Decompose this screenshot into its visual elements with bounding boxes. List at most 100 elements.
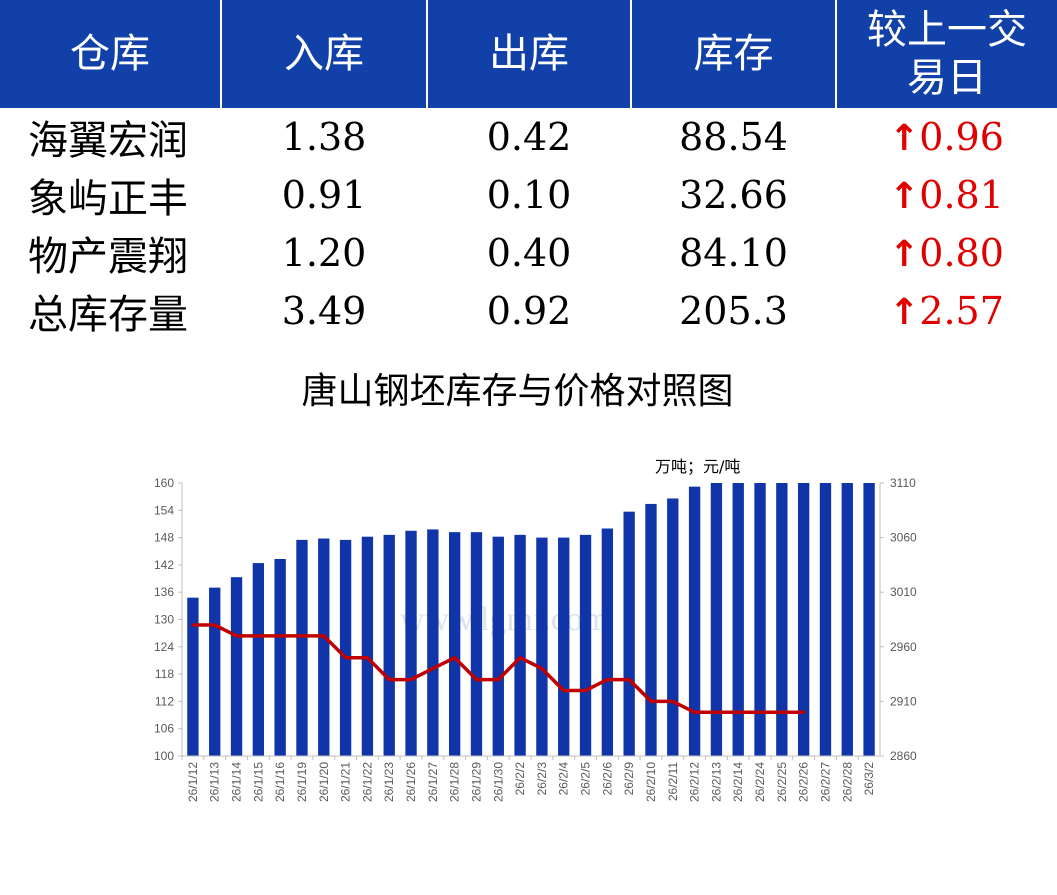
inbound-value: 0.91 [281,173,367,217]
x-tick-label: 26/2/27 [818,762,832,802]
change-cell: ↑0.81 [836,166,1057,224]
bar [863,483,875,756]
price-point [758,710,762,714]
left-tick-label: 160 [154,476,174,490]
price-point [693,710,697,714]
inbound-value: 3.49 [281,289,367,333]
x-tick-label: 26/1/13 [208,762,222,802]
bar [209,587,221,756]
up-arrow-icon: ↑ [889,234,920,275]
price-point [802,710,806,714]
change-cell: ↑0.96 [836,108,1057,166]
table-row: 物产震翔 1.20 0.40 84.10 ↑0.80 [0,224,1057,282]
inventory-table: 仓库 入库 出库 库存 较上一交易日 海翼宏润 1.38 0.42 88.54 … [0,0,1057,340]
change-value: 0.80 [919,231,1004,275]
bar [448,532,461,756]
outbound-value: 0.40 [486,231,572,275]
bar [187,597,199,756]
x-tick-label: 26/1/14 [230,762,244,802]
left-tick-label: 148 [154,531,174,545]
right-tick-label: 2910 [890,694,917,708]
price-point [213,623,217,627]
x-tick-label: 26/2/5 [579,762,593,796]
bar [536,537,548,756]
x-tick-label: 26/1/30 [491,762,505,802]
outbound-value: 0.92 [486,289,572,333]
change-value: 0.81 [919,173,1004,217]
left-tick-label: 136 [154,585,174,599]
price-point [736,710,740,714]
bar [601,528,614,756]
price-point [278,634,282,638]
left-tick-label: 106 [154,722,174,736]
x-tick-label: 26/1/12 [186,762,200,802]
price-point [714,710,718,714]
chart-title: 唐山钢坯库存与价格对照图 [301,371,734,412]
units-label: 万吨；元/吨 [655,457,740,476]
x-tick-label: 26/2/13 [709,762,723,802]
right-tick-label: 2860 [890,749,917,763]
right-tick-label: 3010 [890,585,917,599]
up-arrow-icon: ↑ [889,292,920,333]
bar [492,536,504,756]
left-tick-label: 124 [154,640,174,654]
right-tick-label: 3110 [890,476,916,490]
table-row: 海翼宏润 1.38 0.42 88.54 ↑0.96 [0,108,1057,166]
x-tick-label: 26/2/28 [840,762,854,802]
line-series [191,623,806,715]
price-point [649,699,653,703]
x-tick-label: 26/1/23 [382,762,396,802]
x-tick-label: 26/2/10 [644,762,658,802]
price-point [387,678,391,682]
price-point [344,656,348,660]
stock-value: 88.54 [679,115,788,159]
price-point [365,656,369,660]
bar [230,577,243,756]
price-point [191,623,195,627]
x-tick-label: 26/1/27 [426,762,440,802]
price-point [453,656,457,660]
x-tick-label: 26/2/9 [622,762,636,796]
header-warehouse: 仓库 [0,0,222,108]
bar [274,558,286,756]
bar [667,498,679,756]
x-tick-label: 26/2/25 [775,762,789,802]
x-tick-label: 26/3/2 [862,762,876,796]
price-point [409,678,413,682]
left-tick-label: 112 [155,694,174,708]
warehouse-name: 物产震翔 [28,234,188,280]
header-change: 较上一交易日 [836,0,1057,108]
price-point [300,634,304,638]
x-tick-label: 26/2/24 [753,762,767,802]
x-tick-label: 26/2/2 [513,762,527,796]
x-tick-label: 26/1/19 [295,762,309,802]
stock-value: 32.66 [679,173,788,217]
bar [339,539,352,756]
price-point [627,678,631,682]
price-point [256,634,260,638]
x-axis: 26/1/12 26/1/13 26/1/14 26/1/15 26/1/16 26/1/… [181,755,880,802]
price-point [322,634,326,638]
table-row: 象屿正丰 0.91 0.10 32.66 ↑0.81 [0,166,1057,224]
price-point [496,678,500,682]
header-inbound: 入库 [221,0,428,108]
price-point [562,688,566,692]
stock-value: 205.3 [679,289,788,333]
price-point [518,656,522,660]
warehouse-name: 象屿正丰 [28,176,188,222]
stock-value: 84.10 [679,231,788,275]
left-tick-label: 118 [155,667,174,681]
right-axis: 2860 2910 2960 3010 3060 3110 [879,476,917,763]
x-tick-label: 26/1/21 [339,762,353,802]
bar [405,530,417,756]
bar [579,534,592,756]
header-stock: 库存 [631,0,837,108]
left-axis: 100 106 112 118 124 130 136 142 148 154 160 [154,476,183,763]
table-header-row: 仓库 入库 出库 库存 较上一交易日 [0,0,1057,108]
price-point [605,678,609,682]
price-point [671,699,675,703]
bar [688,486,701,756]
change-cell: ↑0.80 [836,224,1057,282]
bar [558,537,570,756]
bar [252,563,265,756]
